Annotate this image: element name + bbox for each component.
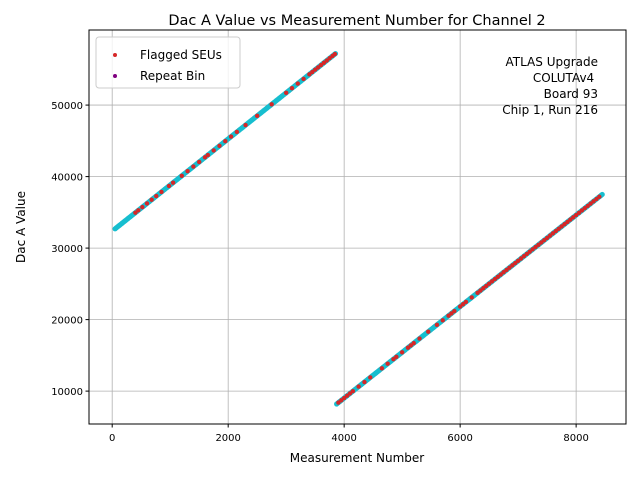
flagged-seu-point <box>283 90 289 95</box>
flagged-seu-point <box>399 350 405 355</box>
flagged-seu-point <box>411 340 416 346</box>
flagged-seu-point <box>350 388 356 394</box>
flagged-seu-point <box>154 193 159 199</box>
flagged-seu-point <box>179 173 184 178</box>
flagged-seu-point <box>269 102 274 107</box>
flagged-seu-point <box>295 81 300 86</box>
x-tick-label: 4000 <box>331 433 356 444</box>
flagged-seu-point <box>452 308 457 314</box>
data-points <box>112 50 605 407</box>
y-tick-label: 30000 <box>51 244 83 255</box>
y-tick-label: 20000 <box>51 316 83 327</box>
flagged-seu-point <box>332 51 338 57</box>
y-tick-label: 40000 <box>51 173 83 184</box>
flagged-seu-point <box>149 197 154 202</box>
annotation-line-4: Chip 1, Run 216 <box>502 103 598 117</box>
flagged-seu-point <box>234 129 240 135</box>
flagged-seu-point <box>223 138 228 144</box>
x-axis-label: Measurement Number <box>290 451 424 465</box>
flagged-seu-point <box>362 379 367 385</box>
flagged-seu-point <box>159 189 164 195</box>
annotation-line-2: COLUTAv4 <box>533 71 598 85</box>
legend-marker-flagged <box>113 53 117 57</box>
flagged-seu-point <box>417 336 422 341</box>
chart-title: Dac A Value vs Measurement Number for Ch… <box>168 13 545 29</box>
x-tick-label: 6000 <box>447 433 472 444</box>
flagged-seu-point <box>211 148 216 153</box>
flagged-seu-point <box>301 76 306 82</box>
legend-label-flagged: Flagged SEUs <box>140 48 222 62</box>
flagged-seu-point <box>463 299 469 305</box>
grid <box>89 30 626 424</box>
legend: Flagged SEUs Repeat Bin <box>95 36 241 89</box>
annotation: ATLAS Upgrade COLUTAv4 Board 93 Chip 1, … <box>502 55 598 117</box>
flagged-seu-point <box>385 361 390 366</box>
y-axis-label: Dac A Value <box>14 191 28 263</box>
flagged-seu-point <box>426 329 431 334</box>
flagged-seu-point <box>394 354 399 360</box>
x-tick-label: 2000 <box>215 433 240 444</box>
flagged-seu-point <box>243 122 248 128</box>
legend-marker-repeat <box>113 74 117 78</box>
flagged-seu-point <box>228 134 234 139</box>
flagged-seu-point <box>185 168 190 174</box>
flagged-seu-point <box>196 159 202 165</box>
y-tick-label: 10000 <box>51 387 83 398</box>
x-tick-label: 0 <box>109 433 115 444</box>
flagged-seu-point <box>469 295 474 300</box>
flagged-seu-point <box>191 164 196 169</box>
annotation-line-3: Board 93 <box>540 87 598 101</box>
flagged-seu-point <box>136 208 141 213</box>
flagged-seu-point <box>217 143 222 149</box>
flagged-seu-point <box>144 201 150 206</box>
axis-ticks: 0 2000 4000 6000 8000 10000 20000 30000 40000 500… <box>51 101 589 444</box>
flagged-seu-point <box>368 375 373 380</box>
flagged-seu-point <box>434 322 440 328</box>
legend-label-repeat: Repeat Bin <box>140 69 205 83</box>
flagged-seu-point <box>597 194 602 199</box>
flagged-seu-point <box>140 204 145 210</box>
y-tick-label: 50000 <box>51 101 83 112</box>
flagged-seu-point <box>356 384 361 389</box>
flagged-seu-point <box>440 318 445 323</box>
flagged-seu-point <box>379 366 385 371</box>
flagged-seu-point <box>170 180 176 185</box>
plot-frame <box>88 29 627 425</box>
flagged-seu-point <box>254 113 260 119</box>
legend-box <box>95 36 241 89</box>
annotation-line-1: ATLAS Upgrade <box>505 55 598 69</box>
flagged-seu-point <box>289 85 295 91</box>
flagged-seu-point <box>166 183 172 189</box>
flagged-seu-point <box>205 152 211 158</box>
x-tick-label: 8000 <box>563 433 588 444</box>
